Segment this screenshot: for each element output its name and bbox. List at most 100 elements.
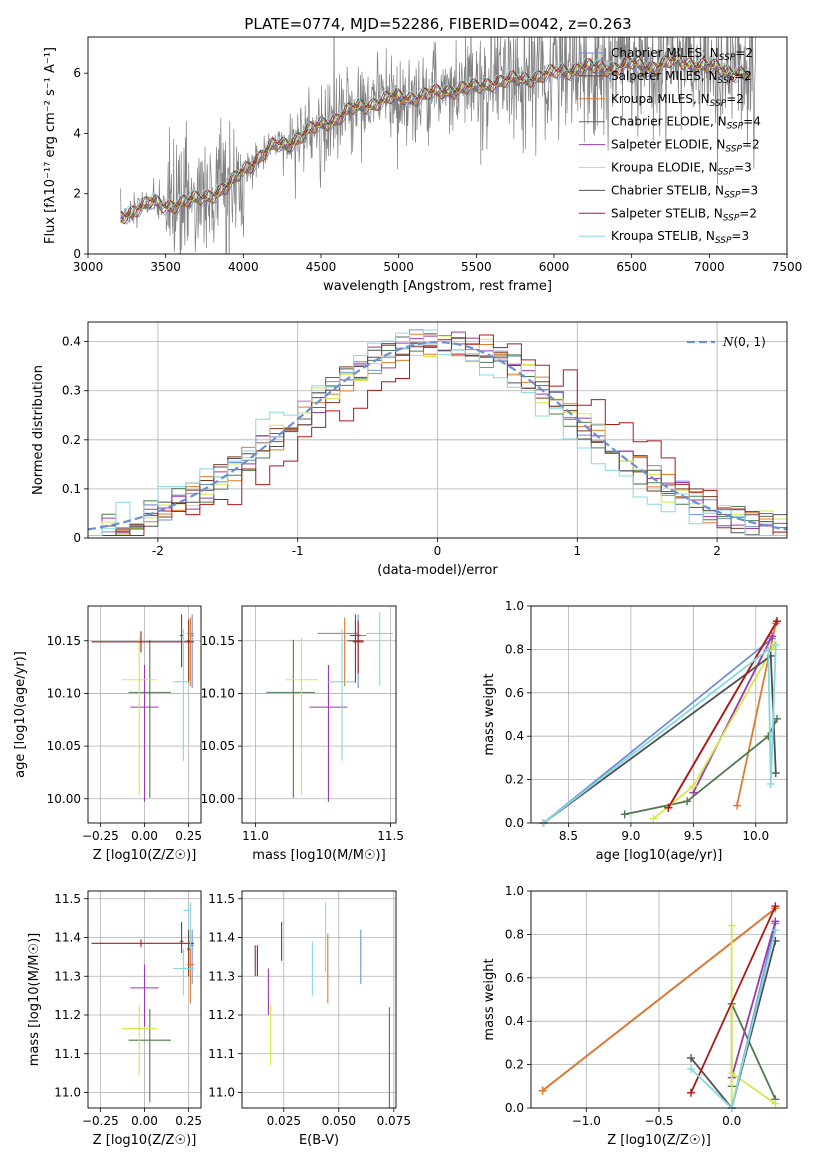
x-tick-label: 3500 — [150, 260, 181, 274]
figure-title: PLATE=0774, MJD=52286, FIBERID=0042, z=0… — [244, 15, 631, 33]
legend-value: =2 — [734, 69, 752, 83]
x-axis-label: Z [log10(Z/Z☉)] — [607, 1133, 711, 1148]
panel-mass-vs-z: −0.25 0.00 0.25 11.0 11.1 11.2 11.3 11.4 11.5 Z [… — [27, 890, 202, 1148]
y-tick-label: 2 — [73, 187, 81, 201]
y-axis-label: mass weight — [482, 958, 497, 1040]
y-axis-label: Flux [fλ10⁻¹⁷ erg cm⁻² s⁻¹ A⁻¹] — [43, 47, 58, 244]
legend-subscript: SSP — [719, 53, 736, 63]
x-tick-label: −0.25 — [82, 829, 119, 843]
legend-subscript: SSP — [718, 76, 735, 86]
panel-residual-hist: -2 -1 0 1 2 0 0.1 0.2 0.3 0.4 (data-model)/error No… — [31, 321, 788, 578]
x-tick-label: −0.25 — [82, 1114, 119, 1128]
axes-frame — [87, 890, 202, 1109]
x-tick-label: 0.00 — [131, 829, 158, 843]
x-tick-label: 11.0 — [242, 829, 269, 843]
y-tick-label: 0.6 — [505, 971, 524, 985]
point-marker-salpeter-elodie — [768, 632, 777, 641]
y-tick-label: 11.3 — [208, 969, 235, 983]
series-line-kroupa-elodie — [652, 644, 776, 820]
x-axis-label: Z [log10(Z/Z☉)] — [93, 848, 197, 863]
series-line-chabrier-stelib — [542, 654, 777, 823]
x-tick-label: 5500 — [461, 260, 492, 274]
series-line-salpeter-stelib — [667, 620, 778, 809]
series-line-chabrier-stelib — [690, 940, 777, 1108]
x-tick-label: 5000 — [383, 260, 414, 274]
axes-frame — [530, 890, 788, 1109]
point-marker-kroupa-stelib — [771, 926, 780, 935]
point-marker-chabrier-stelib — [771, 769, 780, 778]
x-tick-label: 7500 — [772, 260, 803, 274]
y-tick-label: 10.05 — [201, 739, 235, 753]
legend-value: =2 — [735, 46, 753, 60]
point-marker-kroupa-elodie — [771, 1099, 780, 1108]
x-tick-label: 9.5 — [684, 829, 703, 843]
y-tick-label: 1.0 — [505, 884, 524, 898]
axes-frame — [87, 605, 202, 824]
series-line-salpeter-elodie — [692, 635, 773, 794]
point-marker-kroupa-stelib — [764, 645, 773, 654]
point-marker-salpeter-elodie — [771, 917, 780, 926]
point-marker-chabrier-stelib — [687, 1054, 695, 1063]
point-marker-kroupa-miles — [538, 1086, 547, 1095]
x-tick-label: 2 — [713, 544, 721, 558]
x-axis-label: E(B-V) — [299, 1133, 339, 1148]
x-tick-label: 0 — [434, 544, 442, 558]
axes-frame — [87, 36, 788, 255]
legend-subscript: SSP — [715, 236, 732, 246]
y-tick-label: 0.1 — [62, 482, 81, 496]
x-tick-label: 0.025 — [267, 1114, 301, 1128]
panel-mass-vs-ebv: 0.025 0.050 0.075 11.0 11.1 11.2 11.3 11.4 11.5 E… — [208, 890, 411, 1148]
legend-entry: Chabrier ELODIE, NSSP=4 — [611, 115, 761, 132]
point-marker-kroupa-stelib — [771, 641, 780, 650]
axes-frame — [241, 890, 397, 1109]
point-marker-kroupa-stelib — [766, 779, 775, 788]
series-line-salpeter-elodie — [730, 921, 777, 1078]
x-tick-label: 0.0 — [722, 1114, 741, 1128]
legend-entry: Kroupa ELODIE, NSSP=3 — [611, 161, 752, 178]
y-tick-label: 6 — [73, 66, 81, 80]
legend-value: =4 — [743, 115, 761, 129]
panel-age-vs-mass: 11.0 11.5 10.00 10.05 10.10 10.15 mass [log10(… — [201, 605, 404, 863]
x-tick-label: 0.075 — [377, 1114, 411, 1128]
hist-line-salpeter-stelib — [88, 334, 787, 537]
hist-line-kroupa-stelib — [88, 329, 787, 537]
point-marker-salpeter-stelib — [773, 617, 782, 626]
y-axis-label: Normed distribution — [31, 365, 46, 495]
y-tick-label: 4 — [73, 126, 81, 140]
series-line-salpeter-stelib — [690, 905, 777, 1094]
x-tick-label: 6000 — [539, 260, 570, 274]
y-axis-label: mass [log10(M/M☉)] — [27, 933, 42, 1066]
legend-value: =3 — [731, 229, 749, 243]
axes-frame — [87, 321, 788, 539]
x-tick-label: 0.25 — [175, 1114, 202, 1128]
legend-subscript: SSP — [725, 145, 742, 155]
legend-value: =3 — [741, 183, 759, 197]
y-tick-label: 10.00 — [47, 792, 81, 806]
x-tick-label: 0.25 — [175, 829, 202, 843]
point-marker-salpeter-stelib — [687, 1088, 695, 1097]
legend-value: =2 — [739, 206, 757, 220]
series-line-kroupa-stelib — [542, 645, 777, 823]
x-tick-label: 9.0 — [621, 829, 640, 843]
x-axis-label: Z [log10(Z/Z☉)] — [93, 1133, 197, 1148]
normal-curve-line — [88, 341, 787, 531]
y-tick-label: 0.6 — [505, 686, 524, 700]
legend-entry: Salpeter STELIB, NSSP=2 — [611, 206, 757, 223]
x-tick-label: 10.0 — [742, 829, 769, 843]
point-marker-kroupa-miles — [733, 801, 742, 810]
y-tick-label: 10.15 — [47, 634, 81, 648]
y-tick-label: 10.10 — [201, 686, 235, 700]
y-tick-label: 11.2 — [208, 1008, 235, 1022]
y-tick-label: 0.2 — [505, 773, 524, 787]
panel-massweight-vs-age: 8.5 9.0 9.5 10.0 0.0 0.2 0.4 0.6 0.8 1.0 age [log1… — [482, 599, 788, 863]
x-tick-label: -1 — [292, 544, 304, 558]
x-tick-label: -2 — [152, 544, 164, 558]
x-tick-label: 3000 — [73, 260, 104, 274]
y-tick-label: 0.4 — [505, 729, 524, 743]
legend-subscript: SSP — [727, 122, 744, 132]
y-axis-label: age [log10(age/yr)] — [13, 651, 28, 778]
y-tick-label: 0 — [73, 531, 81, 545]
x-axis-label: age [log10(age/yr)] — [596, 848, 723, 863]
legend-text: (0, 1) — [734, 335, 766, 349]
point-marker-kroupa-elodie — [689, 782, 698, 791]
